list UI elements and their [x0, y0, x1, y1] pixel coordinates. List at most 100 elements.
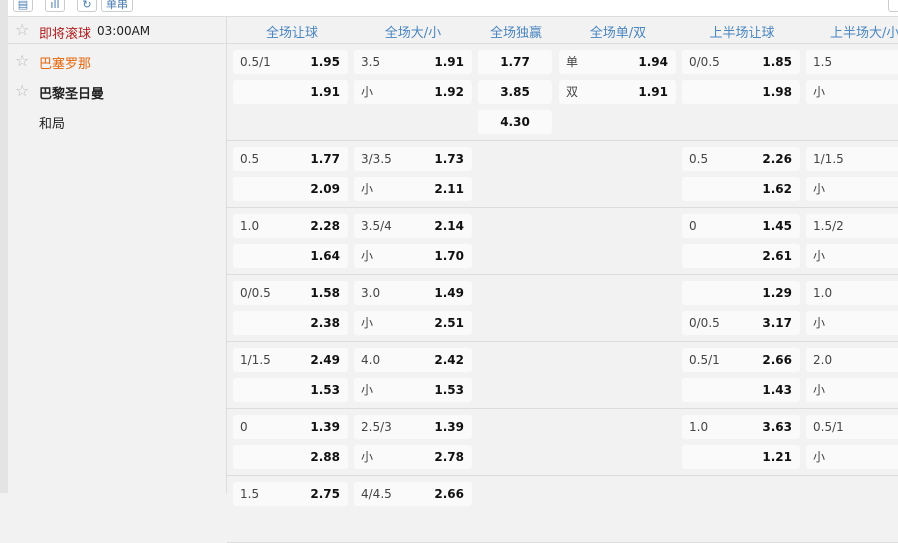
group-divider — [227, 408, 898, 409]
odds-cell-handicap[interactable]: 1/1.5 2.49 — [233, 348, 348, 372]
odds-line: 2.0 — [813, 353, 833, 367]
odds-cell-handicap[interactable]: 2.38 — [233, 311, 348, 335]
odds-cell-over-under[interactable]: 小 1.53 — [354, 378, 472, 402]
refresh-icon[interactable]: ↻ — [77, 0, 97, 12]
odds-cell-ht-handicap[interactable]: 1.43 — [682, 378, 800, 402]
odds-cell-over-under[interactable]: 2.5/3 1.39 — [354, 415, 472, 439]
odds-cell-ht-handicap[interactable]: 0.5 2.26 — [682, 147, 800, 171]
odds-cell-ht-over_under[interactable]: 0.5/11. — [806, 415, 898, 439]
odds-line: 0/0.5 — [689, 316, 720, 330]
odds-cell-moneyline[interactable]: 4.30 — [478, 110, 552, 134]
star-icon[interactable]: ☆ — [15, 20, 30, 39]
left-scroll-strip — [0, 0, 8, 493]
odds-cell-ht-handicap[interactable]: 2.61 — [682, 244, 800, 268]
odds-cell-handicap[interactable]: 1.64 — [233, 244, 348, 268]
odds-cell-handicap[interactable]: 1.53 — [233, 378, 348, 402]
col-ht-over-under[interactable]: 上半场大/小 — [830, 26, 898, 41]
odds-cell-over-under[interactable]: 3.5/4 2.14 — [354, 214, 472, 238]
odds-cell-over-under[interactable]: 4.0 2.42 — [354, 348, 472, 372]
odds-cell-over-under[interactable]: 小 2.51 — [354, 311, 472, 335]
odds-value: 1.39 — [310, 420, 340, 434]
star-icon[interactable]: ☆ — [15, 51, 30, 70]
odds-line: 双 — [566, 85, 579, 99]
away-team[interactable]: 巴黎圣日曼 — [39, 87, 105, 102]
group-divider — [227, 475, 898, 476]
parlay-button[interactable]: 单串 — [101, 0, 133, 12]
odds-cell-handicap[interactable]: 2.88 — [233, 445, 348, 469]
odds-cell-ht-over_under[interactable]: 1.52. — [806, 50, 898, 74]
odds-cell-over-under[interactable]: 小 2.78 — [354, 445, 472, 469]
odds-cell-ht-over_under[interactable]: 1/1.51. — [806, 147, 898, 171]
odds-line: 0.5 — [240, 152, 260, 166]
odds-cell-ht-over_under[interactable]: 2.03. — [806, 348, 898, 372]
odds-line: 0.5/1 — [240, 55, 271, 69]
odds-cell-moneyline[interactable]: 3.85 — [478, 80, 552, 104]
odds-cell-handicap[interactable]: 1.5 2.75 — [233, 482, 348, 506]
odds-cell-over-under[interactable]: 4/4.5 2.66 — [354, 482, 472, 506]
odds-value: 1.94 — [638, 55, 668, 69]
odds-line: 小 — [813, 450, 826, 464]
odds-value: 2.75 — [310, 487, 340, 501]
col-moneyline[interactable]: 全场独赢 — [489, 26, 542, 41]
print-icon[interactable]: ▤ — [13, 0, 33, 12]
odds-cell-ht-handicap[interactable]: 1.29 — [682, 281, 800, 305]
odds-cell-over-under[interactable]: 3.0 1.49 — [354, 281, 472, 305]
odds-cell-handicap[interactable]: 0/0.5 1.58 — [233, 281, 348, 305]
odds-cell-over-under[interactable]: 3.5 1.91 — [354, 50, 472, 74]
odds-line: 小 — [813, 316, 826, 330]
odds-cell-over-under[interactable]: 小 1.92 — [354, 80, 472, 104]
odds-cell-ht-handicap[interactable]: 1.62 — [682, 177, 800, 201]
odds-cell-ht-over_under[interactable]: 1.5/22. — [806, 214, 898, 238]
odds-cell-handicap[interactable]: 2.09 — [233, 177, 348, 201]
odds-cell-ht-over_under[interactable]: 小1. — [806, 378, 898, 402]
odds-cell-ht-over_under[interactable]: 1.01. — [806, 281, 898, 305]
toolbar: ▤ ıll ↻ 单串 — [8, 0, 898, 17]
col-handicap[interactable]: 全场让球 — [265, 26, 318, 41]
bar-chart-icon[interactable]: ıll — [45, 0, 65, 12]
odds-cell-over-under[interactable]: 小 2.11 — [354, 177, 472, 201]
odds-cell-ht-handicap[interactable]: 1.0 3.63 — [682, 415, 800, 439]
odds-cell-handicap[interactable]: 0 1.39 — [233, 415, 348, 439]
col-over-under[interactable]: 全场大/小 — [384, 26, 442, 41]
odds-cell-ht-over_under[interactable]: 小1. — [806, 244, 898, 268]
odds-cell-handicap[interactable]: 1.91 — [233, 80, 348, 104]
odds-cell-ht-over_under[interactable]: 小2. — [806, 311, 898, 335]
odds-cell-odd-even[interactable]: 双 1.91 — [559, 80, 676, 104]
odds-line: 1.5 — [240, 487, 260, 501]
odds-value: 2.51 — [434, 316, 464, 330]
odds-cell-ht-over_under[interactable]: 小3. — [806, 445, 898, 469]
home-team[interactable]: 巴塞罗那 — [39, 57, 92, 72]
odds-line: 小 — [361, 316, 374, 330]
col-odd-even[interactable]: 全场单/双 — [589, 26, 647, 41]
odds-cell-over-under[interactable]: 3/3.5 1.73 — [354, 147, 472, 171]
odds-value: 1.73 — [434, 152, 464, 166]
odds-cell-over-under[interactable]: 小 1.70 — [354, 244, 472, 268]
odds-line: 0.5/1 — [689, 353, 720, 367]
odds-value: 2.14 — [434, 219, 464, 233]
odds-cell-ht-handicap[interactable]: 0/0.5 1.85 — [682, 50, 800, 74]
odds-cell-ht-handicap[interactable]: 0/0.5 3.17 — [682, 311, 800, 335]
col-ht-handicap[interactable]: 上半场让球 — [709, 26, 775, 41]
odds-line: 0 — [240, 420, 248, 434]
odds-line: 3.5 — [361, 55, 381, 69]
star-icon[interactable]: ☆ — [15, 81, 30, 100]
odds-cell-handicap[interactable]: 0.5/1 1.95 — [233, 50, 348, 74]
odds-cell-ht-handicap[interactable]: 1.98 — [682, 80, 800, 104]
odds-cell-handicap[interactable]: 1.0 2.28 — [233, 214, 348, 238]
odds-cell-ht-handicap[interactable]: 0 1.45 — [682, 214, 800, 238]
right-button[interactable] — [888, 0, 898, 12]
odds-cell-odd-even[interactable]: 单 1.94 — [559, 50, 676, 74]
odds-cell-ht-handicap[interactable]: 0.5/1 2.66 — [682, 348, 800, 372]
odds-cell-ht-handicap[interactable]: 1.21 — [682, 445, 800, 469]
match-time: 03:00AM — [97, 24, 151, 38]
odds-cell-moneyline[interactable]: 1.77 — [478, 50, 552, 74]
odds-value: 1.85 — [762, 55, 792, 69]
odds-cell-ht-over_under[interactable]: 小1. — [806, 80, 898, 104]
odds-value: 2.42 — [434, 353, 464, 367]
odds-value: 2.28 — [310, 219, 340, 233]
odds-value: 2.38 — [310, 316, 340, 330]
odds-line: 1/1.5 — [813, 152, 844, 166]
odds-cell-handicap[interactable]: 0.5 1.77 — [233, 147, 348, 171]
odds-cell-ht-over_under[interactable]: 小2. — [806, 177, 898, 201]
odds-line: 1.0 — [813, 286, 833, 300]
